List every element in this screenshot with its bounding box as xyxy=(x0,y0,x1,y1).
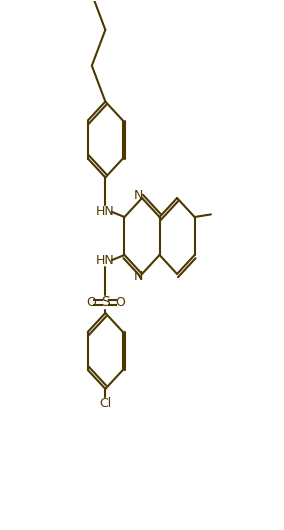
Text: N: N xyxy=(134,189,143,202)
Text: HN: HN xyxy=(96,205,115,218)
Text: Cl: Cl xyxy=(99,397,111,410)
Text: N: N xyxy=(134,270,143,282)
Text: HN: HN xyxy=(96,254,115,267)
Text: O: O xyxy=(86,296,96,309)
Text: S: S xyxy=(101,295,110,310)
Text: O: O xyxy=(115,296,125,309)
